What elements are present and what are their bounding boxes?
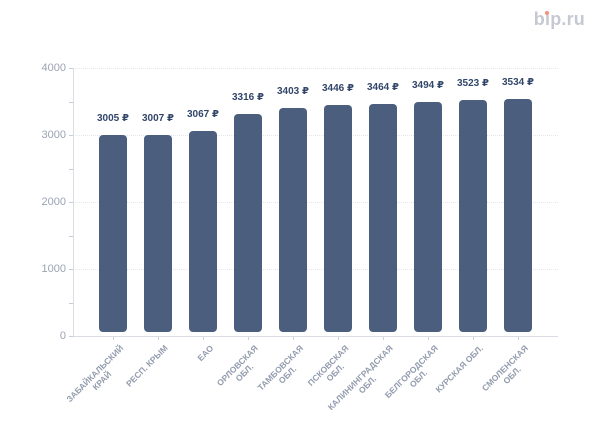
x-tick-label: ЗАБАЙКАЛЬСКИЙ КРАЙ: [64, 343, 132, 411]
y-gridline: [73, 202, 558, 203]
bar-value-label: 3523 ₽: [457, 78, 489, 89]
bar[interactable]: [414, 102, 442, 332]
y-gridline: [73, 135, 558, 136]
bar-value-label: 3403 ₽: [277, 86, 309, 97]
x-axis-tick: [293, 337, 294, 340]
x-axis-tick: [248, 337, 249, 340]
bar-value-label: 3446 ₽: [322, 83, 354, 94]
bar[interactable]: [369, 104, 397, 332]
bar-value-label: 3067 ₽: [187, 109, 219, 120]
x-axis-tick: [473, 337, 474, 340]
y-tick-label: 0: [59, 330, 66, 342]
x-axis-tick: [338, 337, 339, 340]
y-axis-tick: [69, 336, 73, 337]
x-axis-tick: [428, 337, 429, 340]
y-axis-minor-tick: [69, 102, 73, 103]
x-tick-label-line: ЕАО: [195, 343, 216, 364]
bar[interactable]: [324, 105, 352, 332]
y-axis-minor-tick: [69, 169, 73, 170]
y-axis-tick: [69, 68, 73, 69]
y-tick-label: 4000: [41, 62, 66, 74]
x-tick-label: ТАМБОВСКАЯ ОБЛ.: [256, 343, 313, 400]
bar[interactable]: [279, 108, 307, 332]
y-gridline: [73, 68, 558, 69]
y-axis-line: [73, 68, 74, 336]
y-axis-tick: [69, 202, 73, 203]
x-axis-tick: [158, 337, 159, 340]
x-tick-label: СМОЛЕНСКАЯ ОБЛ.: [480, 343, 537, 400]
y-gridline: [73, 269, 558, 270]
x-tick-label: РЕСП. КРЫМ: [124, 343, 170, 389]
y-tick-label: 3000: [41, 129, 66, 141]
x-axis-tick: [203, 337, 204, 340]
x-axis-tick: [383, 337, 384, 340]
bar-value-label: 3005 ₽: [97, 113, 129, 124]
brand-dot-icon: [544, 11, 549, 15]
bar-value-label: 3494 ₽: [412, 80, 444, 91]
bar[interactable]: [459, 100, 487, 332]
bar[interactable]: [504, 99, 532, 332]
bar[interactable]: [189, 131, 217, 332]
bar-value-label: 3534 ₽: [502, 77, 534, 88]
y-tick-label: 2000: [41, 196, 66, 208]
bar-value-label: 3007 ₽: [142, 113, 174, 124]
x-axis-line: [73, 336, 558, 337]
brand-logo[interactable]: bıp.ru: [534, 9, 585, 30]
x-tick-label-line: РЕСП. КРЫМ: [124, 343, 171, 389]
bar-value-label: 3316 ₽: [232, 92, 264, 103]
y-axis-minor-tick: [69, 303, 73, 304]
bar[interactable]: [144, 135, 172, 332]
bar-value-label: 3464 ₽: [367, 82, 399, 93]
y-axis-tick: [69, 135, 73, 136]
bar[interactable]: [234, 114, 262, 332]
bar[interactable]: [99, 135, 127, 332]
x-axis-tick: [518, 337, 519, 340]
x-axis-tick: [113, 337, 114, 340]
y-axis-minor-tick: [69, 236, 73, 237]
y-tick-label: 1000: [41, 263, 66, 275]
x-tick-label: ЕАО: [195, 343, 215, 363]
y-axis-tick: [69, 269, 73, 270]
